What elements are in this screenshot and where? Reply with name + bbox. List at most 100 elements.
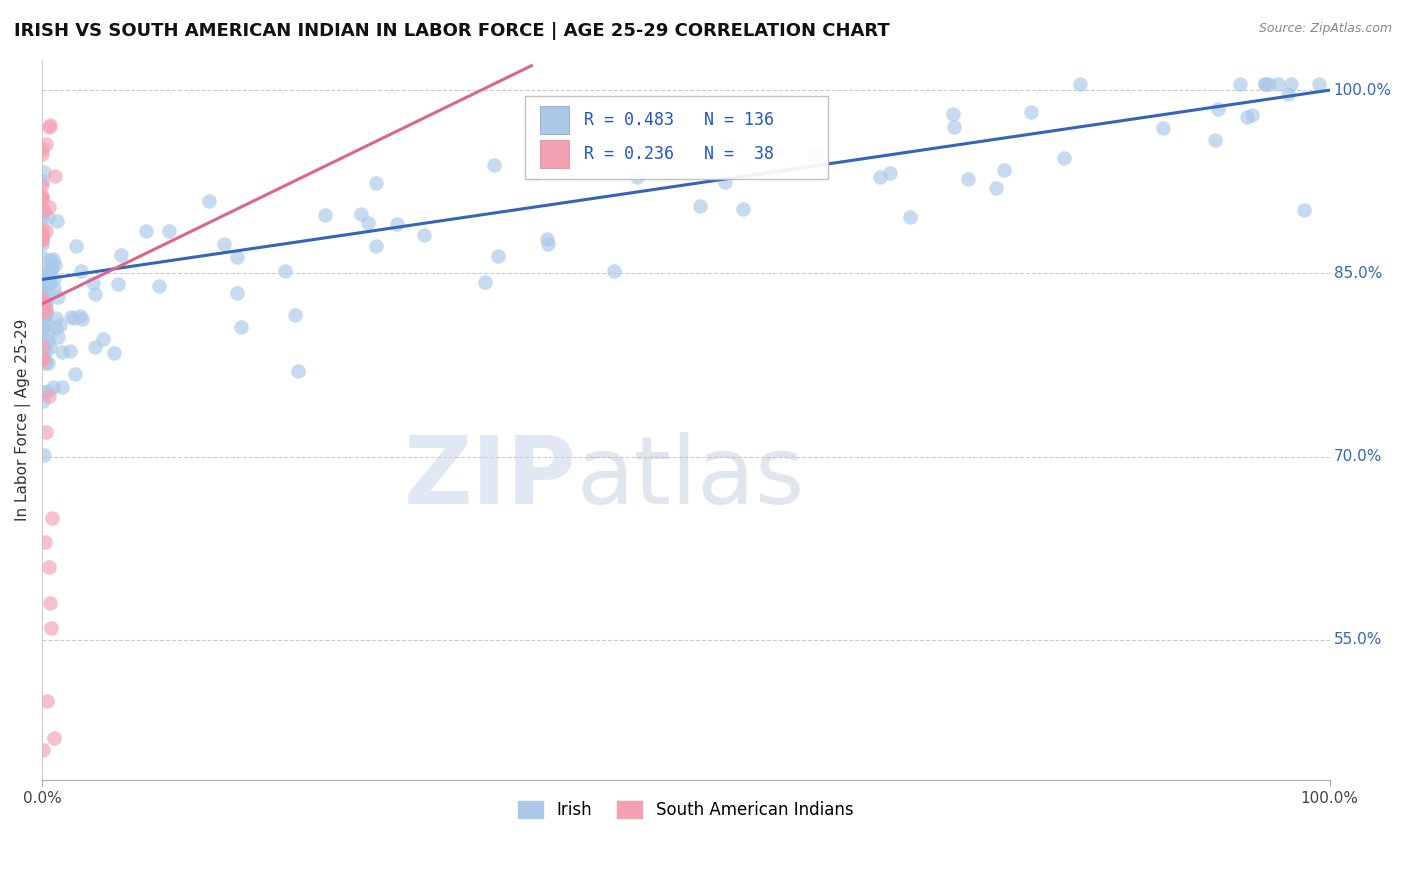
- Point: [41, 510, 63, 524]
- Point: [284, 308, 307, 322]
- Point: [31, 320, 53, 334]
- Point: [38, 388, 60, 402]
- Point: [31, 191, 53, 205]
- Point: [31, 292, 53, 306]
- Point: [37, 356, 59, 370]
- Point: [32, 252, 55, 266]
- Point: [1236, 110, 1258, 124]
- Point: [157, 224, 180, 238]
- Point: [91, 331, 114, 345]
- Point: [357, 216, 380, 230]
- FancyBboxPatch shape: [524, 95, 828, 178]
- Point: [474, 275, 496, 289]
- Text: 85.0%: 85.0%: [1334, 266, 1382, 281]
- Point: [31, 193, 53, 207]
- Point: [689, 199, 711, 213]
- Point: [31, 267, 53, 281]
- Point: [1267, 77, 1289, 91]
- Text: ZIP: ZIP: [404, 432, 576, 524]
- Point: [879, 166, 901, 180]
- Point: [1069, 77, 1091, 91]
- Point: [45, 321, 67, 335]
- Text: Source: ZipAtlas.com: Source: ZipAtlas.com: [1258, 22, 1392, 36]
- Point: [226, 285, 249, 300]
- Point: [31, 347, 53, 361]
- Point: [38, 200, 60, 214]
- Point: [287, 364, 309, 378]
- Point: [31, 324, 53, 338]
- Point: [31, 351, 53, 366]
- Point: [42, 731, 65, 745]
- Point: [31, 270, 53, 285]
- Point: [46, 330, 69, 344]
- Point: [70, 312, 93, 326]
- Point: [34, 304, 56, 318]
- Point: [70, 264, 93, 278]
- Point: [32, 743, 55, 757]
- Point: [31, 227, 53, 242]
- Text: 55.0%: 55.0%: [1334, 632, 1382, 648]
- Point: [984, 181, 1007, 195]
- Point: [231, 320, 253, 334]
- Point: [1241, 107, 1264, 121]
- Point: [31, 311, 53, 326]
- Point: [35, 295, 58, 310]
- Point: [35, 295, 58, 310]
- Point: [212, 236, 235, 251]
- Point: [1204, 133, 1226, 147]
- Text: 100.0%: 100.0%: [1334, 83, 1392, 97]
- Point: [107, 277, 129, 292]
- Point: [38, 340, 60, 354]
- Point: [733, 202, 755, 217]
- Point: [38, 120, 60, 134]
- Point: [41, 260, 63, 274]
- Point: [32, 290, 55, 304]
- Point: [42, 272, 65, 286]
- Point: [32, 341, 55, 355]
- Point: [31, 188, 53, 202]
- Point: [526, 166, 548, 180]
- Point: [31, 237, 53, 252]
- Point: [314, 208, 336, 222]
- Point: [32, 164, 55, 178]
- Point: [31, 338, 53, 352]
- Point: [31, 271, 53, 285]
- Point: [413, 228, 436, 243]
- Text: atlas: atlas: [576, 432, 804, 524]
- Bar: [540, 106, 569, 134]
- Point: [32, 336, 55, 351]
- Point: [993, 162, 1015, 177]
- Point: [37, 694, 59, 708]
- Point: [198, 194, 221, 209]
- Point: [32, 296, 55, 310]
- Point: [603, 263, 626, 277]
- Point: [34, 355, 56, 369]
- Point: [34, 297, 56, 311]
- Point: [536, 232, 558, 246]
- Point: [1229, 77, 1251, 91]
- Point: [34, 535, 56, 549]
- Point: [35, 315, 58, 329]
- Point: [32, 385, 55, 400]
- Point: [31, 277, 53, 292]
- Point: [32, 448, 55, 462]
- Point: [44, 169, 66, 183]
- Point: [44, 258, 66, 272]
- Point: [135, 224, 157, 238]
- Text: IRISH VS SOUTH AMERICAN INDIAN IN LABOR FORCE | AGE 25-29 CORRELATION CHART: IRISH VS SOUTH AMERICAN INDIAN IN LABOR …: [14, 22, 890, 40]
- Point: [60, 310, 83, 324]
- Point: [1254, 77, 1277, 91]
- Point: [35, 344, 58, 359]
- Point: [58, 344, 80, 359]
- Point: [110, 247, 132, 261]
- Point: [83, 340, 105, 354]
- Point: [31, 228, 53, 243]
- Point: [46, 290, 69, 304]
- Point: [31, 174, 53, 188]
- Point: [32, 319, 55, 334]
- Bar: [540, 140, 569, 168]
- Point: [42, 282, 65, 296]
- Point: [35, 264, 58, 278]
- Point: [31, 232, 53, 246]
- Point: [82, 276, 104, 290]
